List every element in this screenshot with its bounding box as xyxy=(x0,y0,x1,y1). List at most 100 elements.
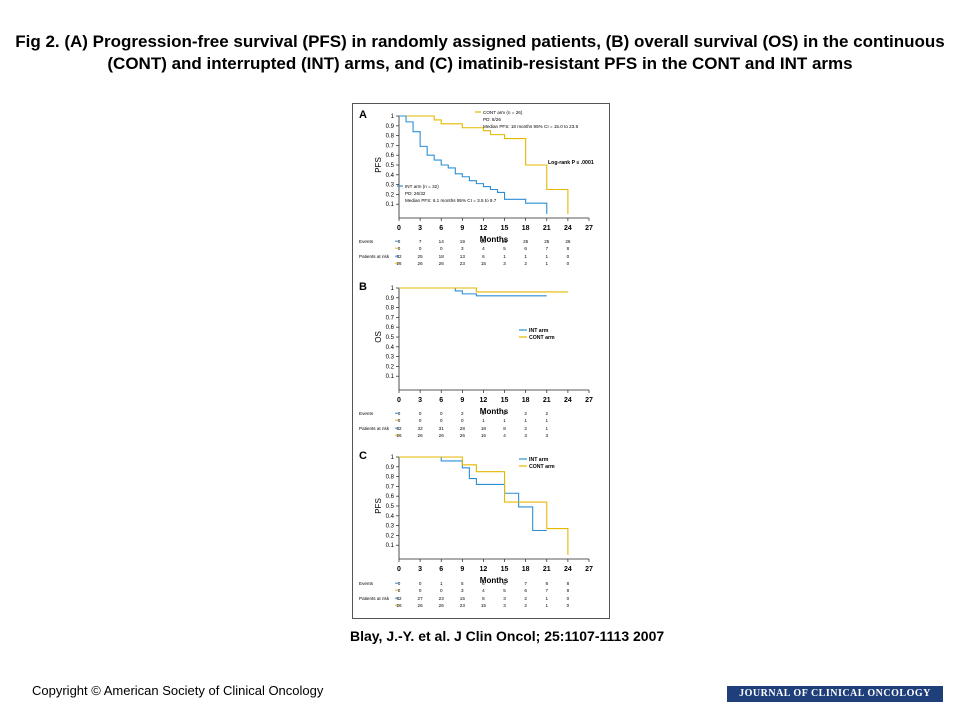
risk-table-cell: 0 xyxy=(567,254,570,259)
risk-table-cell: 1 xyxy=(503,418,506,423)
risk-table-cell: 32 xyxy=(396,596,402,601)
risk-table-cell: 3 xyxy=(503,261,506,266)
risk-table-cell: 8 xyxy=(545,581,548,586)
risk-table-cell: 26 xyxy=(418,261,424,266)
y-tick-label: 0.8 xyxy=(386,475,395,481)
risk-table-cell: 8 xyxy=(503,426,506,431)
risk-table-cell: 26 xyxy=(439,433,445,438)
risk-table-cell: 23 xyxy=(481,239,487,244)
x-tick-label: 9 xyxy=(460,225,464,232)
x-tick-label: 21 xyxy=(543,566,551,573)
x-tick-label: 24 xyxy=(564,225,572,232)
y-tick-label: 0.2 xyxy=(386,192,395,198)
risk-table-cell: 18 xyxy=(439,254,445,259)
km-curve-cont xyxy=(399,115,569,214)
risk-table-cell: 1 xyxy=(503,254,506,259)
risk-table-row-label: Patients at risk xyxy=(359,254,390,259)
risk-table-cell: 3 xyxy=(545,433,548,438)
panel-label: A xyxy=(359,109,367,121)
x-axis-label: Months xyxy=(480,407,509,416)
risk-table-cell: 1 xyxy=(545,254,548,259)
x-tick-label: 9 xyxy=(460,397,464,404)
risk-table-cell: 5 xyxy=(461,581,464,586)
y-tick-label: 0.6 xyxy=(386,153,395,159)
km-curve-int xyxy=(399,456,547,532)
risk-table-cell: 8 xyxy=(567,581,570,586)
y-tick-label: 0.8 xyxy=(386,134,395,140)
risk-table-cell: 26 xyxy=(439,261,445,266)
risk-table-cell: 0 xyxy=(440,246,443,251)
risk-table-cell: 25 xyxy=(544,239,550,244)
y-tick-label: 0.5 xyxy=(386,335,395,341)
x-tick-label: 6 xyxy=(439,566,443,573)
risk-table-cell: 26 xyxy=(396,261,402,266)
risk-table-cell: 32 xyxy=(396,254,402,259)
risk-table-cell: 0 xyxy=(567,603,570,608)
risk-table-cell: 1 xyxy=(482,418,485,423)
panel-label: B xyxy=(359,281,367,293)
risk-table-cell: 4 xyxy=(482,246,485,251)
risk-table-cell: 15 xyxy=(460,596,466,601)
x-tick-label: 3 xyxy=(418,566,422,573)
risk-table-cell: 1 xyxy=(545,261,548,266)
legend-text: INT arm (n = 32) xyxy=(405,184,439,189)
x-axis-label: Months xyxy=(480,235,509,244)
legend-label: CONT arm xyxy=(529,464,555,470)
x-tick-label: 3 xyxy=(418,397,422,404)
figure-panel: A 0.1 0.2 0.3 0.4 0.5 0.6 0.7 0.8 0.9 1 PFS 0 3 6 9 12 15… xyxy=(352,103,610,619)
risk-table-cell: 25 xyxy=(418,254,424,259)
x-tick-label: 24 xyxy=(564,566,572,573)
risk-table-cell: 0 xyxy=(419,581,422,586)
risk-table-cell: 7 xyxy=(545,588,548,593)
risk-table-cell: 2 xyxy=(524,426,527,431)
x-tick-label: 24 xyxy=(564,397,572,404)
km-curve-cont xyxy=(399,287,568,293)
y-tick-label: 0.7 xyxy=(386,143,395,149)
risk-table-cell: 2 xyxy=(524,261,527,266)
y-tick-label: 0.1 xyxy=(386,202,395,208)
risk-table-cell: 0 xyxy=(440,418,443,423)
risk-table-cell: 7 xyxy=(545,246,548,251)
y-tick-label: 1 xyxy=(391,455,395,461)
risk-table-cell: 1 xyxy=(545,596,548,601)
risk-table-cell: 2 xyxy=(482,411,485,416)
risk-table-cell: 1 xyxy=(524,418,527,423)
y-tick-label: 0.9 xyxy=(386,296,395,302)
copyright-notice: Copyright © American Society of Clinical… xyxy=(32,683,324,698)
x-tick-label: 0 xyxy=(397,225,401,232)
risk-table-cell: 28 xyxy=(460,426,466,431)
x-tick-label: 18 xyxy=(522,397,530,404)
risk-table-cell: 2 xyxy=(524,603,527,608)
risk-table-row-label: Events xyxy=(359,581,374,586)
risk-table-cell: 6 xyxy=(503,581,506,586)
x-tick-label: 12 xyxy=(480,566,488,573)
x-tick-label: 18 xyxy=(522,566,530,573)
risk-table-cell: 3 xyxy=(461,246,464,251)
risk-table-cell: 6 xyxy=(524,246,527,251)
risk-table-cell: 0 xyxy=(419,411,422,416)
x-tick-label: 12 xyxy=(480,225,488,232)
risk-table-cell: 4 xyxy=(503,433,506,438)
y-tick-label: 0.4 xyxy=(386,345,395,351)
risk-table-cell: 5 xyxy=(503,588,506,593)
legend-label: INT arm xyxy=(529,457,549,463)
risk-table-cell: 0 xyxy=(461,418,464,423)
x-tick-label: 27 xyxy=(585,397,593,404)
panel-label: C xyxy=(359,450,367,462)
risk-table-cell: 14 xyxy=(439,239,445,244)
risk-table-cell: 7 xyxy=(419,239,422,244)
y-tick-label: 0.1 xyxy=(386,543,395,549)
risk-table-cell: 0 xyxy=(419,588,422,593)
risk-table-cell: 15 xyxy=(481,603,487,608)
y-tick-label: 0.4 xyxy=(386,173,395,179)
x-tick-label: 0 xyxy=(397,397,401,404)
y-tick-label: 0.7 xyxy=(386,484,395,490)
risk-table-cell: 26 xyxy=(396,433,402,438)
risk-table-cell: 2 xyxy=(461,411,464,416)
risk-table-cell: 0 xyxy=(567,596,570,601)
x-tick-label: 15 xyxy=(501,397,509,404)
risk-table-cell: 8 xyxy=(567,246,570,251)
risk-table-cell: 6 xyxy=(524,588,527,593)
risk-table-cell: 18 xyxy=(481,426,487,431)
